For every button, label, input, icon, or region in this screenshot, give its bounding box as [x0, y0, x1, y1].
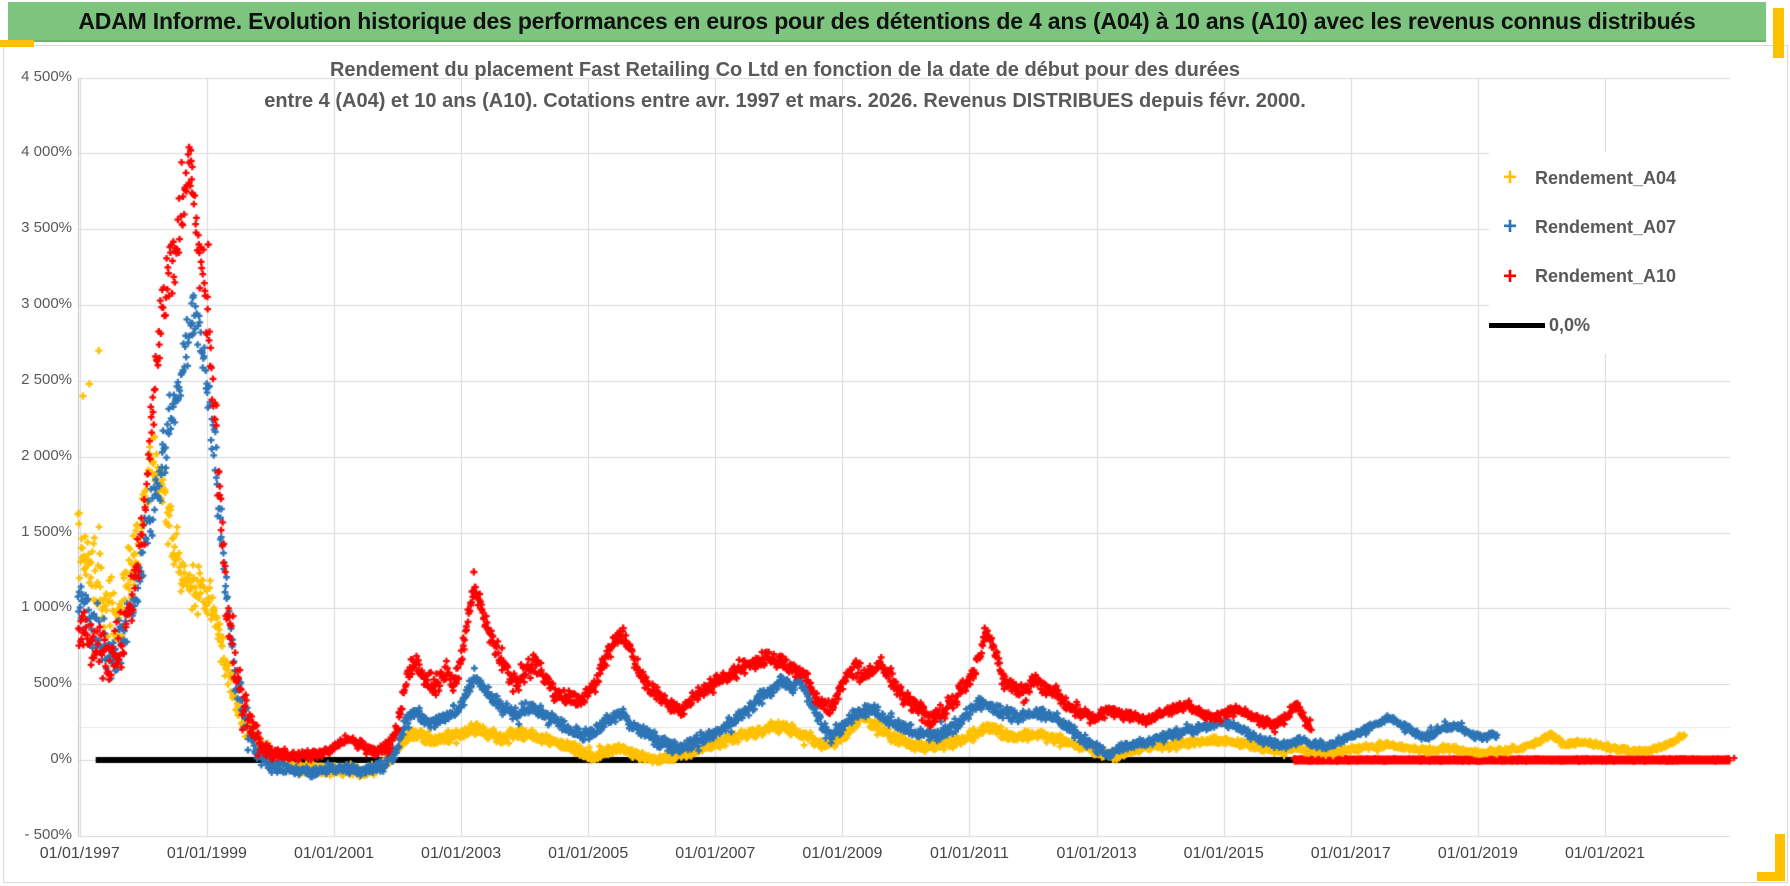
x-axis-tick-label: 01/01/2011: [930, 845, 1009, 862]
y-axis-tick-label: 2 000%: [21, 446, 72, 464]
x-axis-tick-label: 01/01/2017: [1310, 845, 1391, 862]
plus-marker-icon: +: [1502, 164, 1517, 191]
legend-label: 0,0%: [1549, 315, 1591, 336]
chart-legend: + Rendement_A04 + Rendement_A07 + Rendement_A…: [1489, 152, 1755, 354]
accent-bar-left: [0, 40, 34, 47]
header-bar: ADAM Informe. Evolution historique des p…: [8, 2, 1766, 42]
accent-bar-top-right: [1773, 8, 1784, 58]
y-axis-tick-label: - 500%: [24, 825, 72, 843]
y-axis-tick-label: 4 500%: [21, 67, 72, 85]
x-axis-tick-label: 01/01/2009: [802, 845, 883, 862]
x-axis-tick-label: 01/01/2019: [1437, 845, 1518, 862]
x-axis-tick-label: 01/01/1997: [39, 845, 120, 862]
x-axis-tick-label: 01/01/2001: [293, 845, 375, 862]
legend-label: Rendement_A04: [1535, 167, 1677, 188]
chart-title: Rendement du placement Fast Retailing Co…: [0, 55, 1570, 117]
chart-title-line2: entre 4 (A04) et 10 ans (A10). Cotations…: [264, 90, 1306, 112]
x-axis-tick-label: 01/01/2007: [675, 845, 756, 862]
x-axis-tick-label: 01/01/2005: [548, 845, 629, 862]
chart-title-line1: Rendement du placement Fast Retailing Co…: [329, 59, 1241, 81]
x-axis-tick-label: 01/01/2021: [1564, 845, 1646, 862]
legend-item-rendement-a07: + Rendement_A07: [1489, 207, 1755, 247]
legend-item-rendement-a10: + Rendement_A10: [1489, 257, 1755, 297]
y-axis-tick-label: 1 000%: [21, 598, 72, 616]
legend-label: Rendement_A07: [1535, 216, 1677, 237]
x-axis-tick-label: 01/01/1999: [166, 845, 247, 862]
plus-marker-icon: +: [1502, 213, 1517, 241]
accent-corner-bottom-right: [1775, 834, 1785, 881]
line-marker-icon: [1489, 323, 1545, 329]
page-title: ADAM Informe. Evolution historique des p…: [78, 7, 1696, 34]
y-axis-tick-label: 1 500%: [21, 522, 72, 540]
y-axis-tick-label: 0%: [50, 750, 72, 767]
legend-item-rendement-a04: + Rendement_A04: [1489, 158, 1755, 198]
y-axis-tick-label: 3 000%: [21, 295, 72, 313]
legend-item-0-0-: 0,0%: [1489, 306, 1755, 346]
y-axis-tick-label: 3 500%: [21, 219, 72, 237]
y-axis-tick-label: 2 500%: [21, 370, 72, 388]
plus-marker-icon: +: [1502, 262, 1517, 290]
legend-label: Rendement_A10: [1535, 266, 1677, 287]
y-axis-tick-label: 4 000%: [21, 143, 72, 161]
x-axis-tick-label: 01/01/2015: [1183, 845, 1264, 862]
x-axis-tick-label: 01/01/2013: [1056, 845, 1137, 862]
y-axis-tick-label: 500%: [33, 674, 72, 692]
accent-corner-bottom-right-foot: [1757, 872, 1785, 881]
x-axis-tick-label: 01/01/2003: [421, 845, 502, 862]
